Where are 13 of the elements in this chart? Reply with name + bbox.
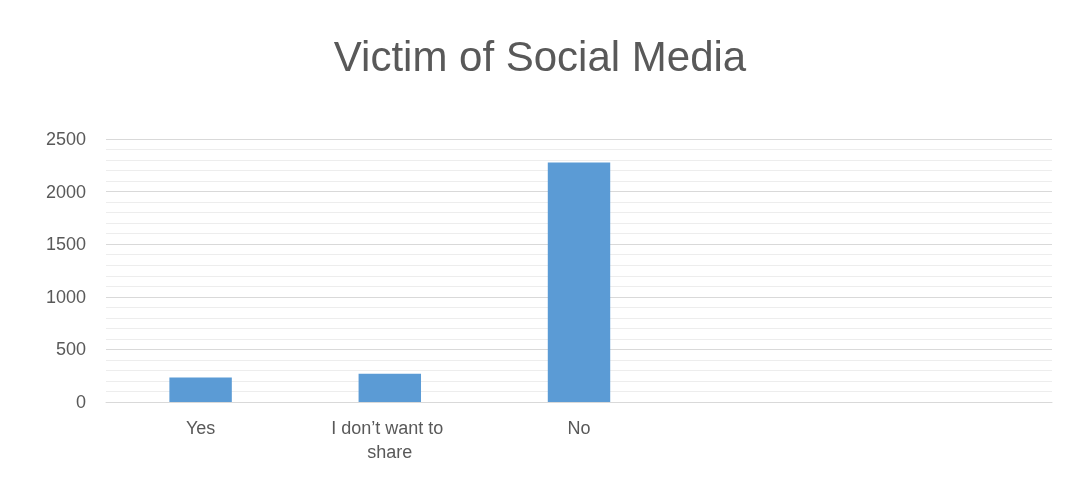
bar bbox=[169, 377, 232, 402]
chart-title: Victim of Social Media bbox=[333, 32, 747, 80]
y-tick-label: 1000 bbox=[45, 286, 86, 307]
y-tick-label: 2500 bbox=[45, 129, 86, 149]
bar bbox=[358, 373, 422, 402]
bar bbox=[547, 162, 611, 402]
y-tick-label: 0 bbox=[75, 392, 86, 412]
x-tick-label: Yes bbox=[185, 418, 216, 438]
y-tick-label: 1500 bbox=[45, 234, 86, 255]
x-tick-label: I don’t want to share bbox=[331, 418, 449, 462]
y-tick-label: 2000 bbox=[45, 181, 86, 202]
x-tick-label: No bbox=[567, 418, 591, 438]
y-tick-label: 500 bbox=[55, 339, 86, 360]
